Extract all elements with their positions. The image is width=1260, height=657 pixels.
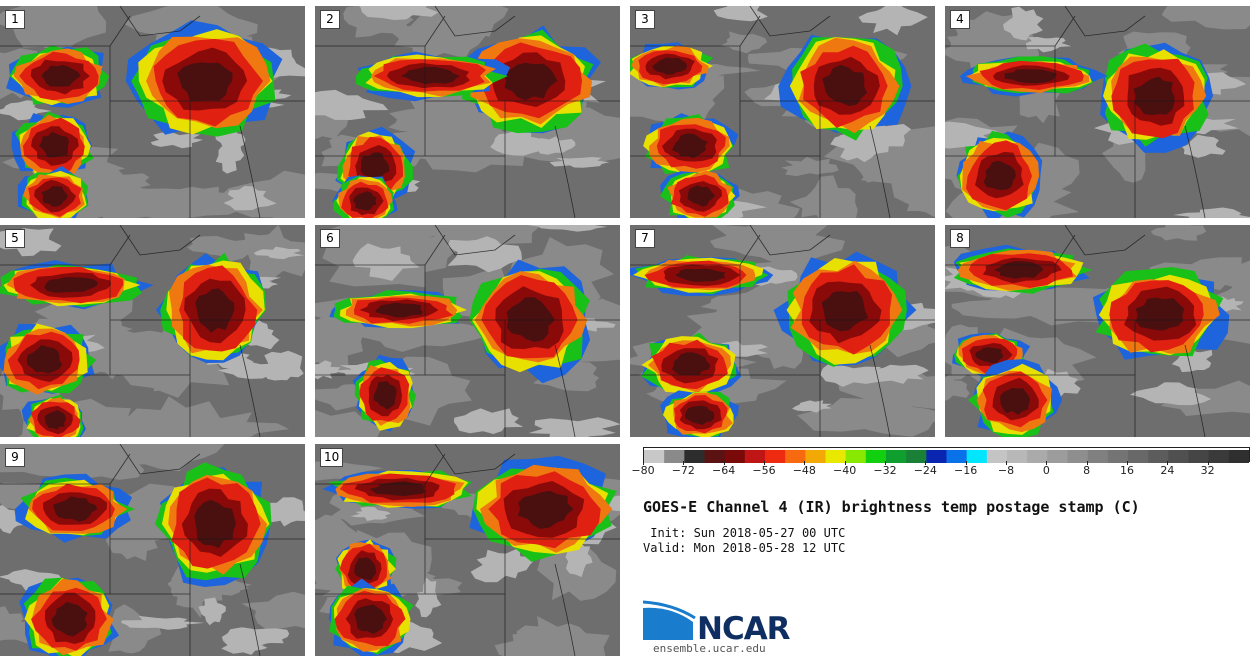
panel-number-label: 6: [320, 229, 340, 248]
panel-number-label: 3: [635, 10, 655, 29]
colorbar-swatch: [1027, 450, 1048, 463]
colorbar-tick-mark: [683, 461, 685, 465]
colorbar-tick-label: 8: [1083, 464, 1091, 477]
ir-satellite-map: [630, 225, 935, 437]
panel-number-label: 10: [320, 448, 344, 467]
colorbar-tick-mark: [885, 461, 886, 465]
colorbar-tick-mark: [1127, 461, 1128, 465]
ir-satellite-map: [630, 6, 935, 218]
colorbar-tick-label: −32: [873, 464, 897, 477]
panel-number-label: 8: [950, 229, 970, 248]
colorbar-swatch: [1047, 450, 1068, 463]
colorbar-swatch: [785, 450, 806, 463]
postage-stamp-panel-8: 8: [945, 225, 1250, 437]
postage-stamp-panel-7: 7: [630, 225, 935, 437]
website-link[interactable]: ensemble.ucar.edu: [653, 642, 766, 655]
colorbar-tick-mark: [804, 461, 806, 465]
ncar-wordmark: NCAR: [697, 611, 791, 647]
colorbar-swatch: [684, 450, 705, 463]
panel-number-label: 2: [320, 10, 340, 29]
ir-satellite-map: [0, 225, 305, 437]
colorbar-tick-label: −16: [954, 464, 978, 477]
colorbar-swatch: [845, 450, 867, 463]
colorbar-tick-mark: [925, 461, 927, 465]
colorbar-tick-label: −64: [712, 464, 736, 477]
colorbar-swatch: [664, 450, 685, 463]
colorbar-swatch: [1087, 450, 1109, 463]
postage-stamp-panel-6: 6: [315, 225, 620, 437]
colorbar-swatch: [805, 450, 826, 463]
colorbar-tick-mark: [1086, 461, 1088, 465]
colorbar-swatch: [1168, 450, 1189, 463]
colorbar-tick-label: −48: [792, 464, 816, 477]
colorbar-swatch: [1067, 450, 1089, 463]
colorbar-swatch: [1188, 450, 1210, 463]
init-time: Init: Sun 2018-05-27 00 UTC: [643, 526, 846, 540]
colorbar-swatch: [704, 450, 726, 463]
colorbar-swatch: [825, 450, 847, 463]
colorbar-tick-label: −80: [631, 464, 655, 477]
colorbar-tick-mark: [1167, 461, 1169, 465]
colorbar-tick-label: 16: [1120, 464, 1134, 477]
ir-satellite-map: [315, 6, 620, 218]
colorbar-tick-mark: [1006, 461, 1007, 465]
colorbar-tick-label: 0: [1042, 464, 1050, 477]
colorbar-swatch: [1128, 450, 1149, 463]
ir-satellite-map: [0, 6, 305, 218]
panel-number-label: 5: [5, 229, 25, 248]
colorbar-tick-mark: [844, 461, 846, 465]
postage-stamp-panel-3: 3: [630, 6, 935, 218]
postage-stamp-panel-1: 1: [0, 6, 305, 218]
colorbar-swatch: [1007, 450, 1028, 463]
postage-stamp-panel-4: 4: [945, 6, 1250, 218]
colorbar-tick-label: −72: [671, 464, 695, 477]
colorbar-swatch: [1107, 450, 1129, 463]
colorbar-swatch: [744, 450, 766, 463]
figure-title: GOES-E Channel 4 (IR) brightness temp po…: [643, 498, 1140, 516]
colorbar-tick-mark: [1207, 461, 1209, 465]
colorbar-tick-label: −24: [913, 464, 937, 477]
colorbar-tick-mark: [643, 461, 644, 465]
valid-time: Valid: Mon 2018-05-28 12 UTC: [643, 541, 846, 555]
colorbar-tick-labels: −80 −72 −64 −56 −48 −40 −32 −24 −16 −8 0 8 16 24 32: [631, 464, 1260, 480]
ncar-logo-icon: [643, 600, 696, 640]
colorbar-swatch: [926, 450, 947, 463]
colorbar-swatch: [1208, 450, 1230, 463]
ir-satellite-map: [315, 225, 620, 437]
colorbar-swatch: [886, 450, 907, 463]
colorbar-tick-mark: [965, 461, 967, 465]
colorbar-swatch: [644, 450, 665, 463]
postage-stamp-panel-9: 9: [0, 444, 305, 656]
colorbar-swatch: [1148, 450, 1169, 463]
panel-number-label: 4: [950, 10, 970, 29]
panel-number-label: 7: [635, 229, 655, 248]
colorbar: [643, 447, 1250, 463]
colorbar-swatch: [946, 450, 968, 463]
colorbar-tick-label: 24: [1160, 464, 1175, 477]
panel-number-label: 9: [5, 448, 25, 467]
colorbar-swatch: [966, 450, 988, 463]
panel-number-label: 1: [5, 10, 25, 29]
colorbar-swatch: [986, 450, 1008, 463]
ir-satellite-map: [0, 444, 305, 656]
colorbar-tick-mark: [723, 461, 725, 465]
colorbar-swatch: [1228, 450, 1250, 463]
colorbar-tick-label: −8: [997, 464, 1015, 477]
ir-satellite-map: [945, 225, 1250, 437]
ir-satellite-map: [315, 444, 620, 656]
colorbar-tick-label: −40: [833, 464, 857, 477]
colorbar-swatch: [765, 450, 786, 463]
colorbar-swatch: [865, 450, 887, 463]
colorbar-tick-label: 32: [1200, 464, 1215, 477]
postage-stamp-panel-10: 10: [315, 444, 620, 656]
postage-stamp-panel-2: 2: [315, 6, 620, 218]
colorbar-swatches: [644, 450, 1250, 463]
colorbar-tick-mark: [764, 461, 765, 465]
colorbar-tick-label: −56: [752, 464, 776, 477]
ir-satellite-map: [945, 6, 1250, 218]
colorbar-swatch: [906, 450, 927, 463]
colorbar-swatch: [724, 450, 746, 463]
colorbar-tick-mark: [1046, 461, 1048, 465]
postage-stamp-panel-5: 5: [0, 225, 305, 437]
